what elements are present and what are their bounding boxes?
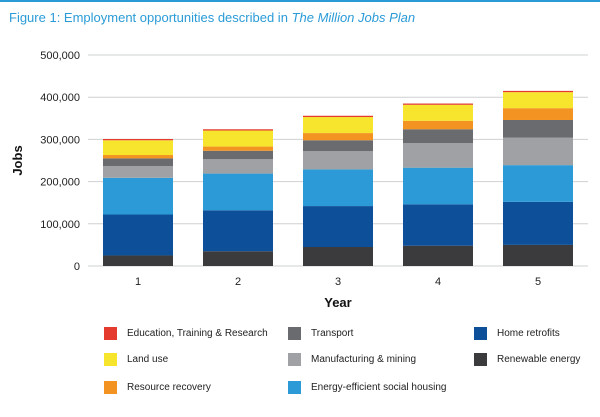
y-tick-label: 500,000 <box>40 50 80 62</box>
bar-segment-transport <box>303 140 373 152</box>
bar-segment-home-retrofits <box>503 201 573 245</box>
bar-segment-land-use <box>503 92 573 109</box>
bar-segment-land-use <box>303 117 373 134</box>
figure-title-italic: The Million Jobs Plan <box>291 10 416 25</box>
y-tick-label: 0 <box>74 261 80 273</box>
bar-segment-energy-efficient-social-housing <box>403 167 473 205</box>
bar-segment-transport <box>203 150 273 160</box>
bar-segment-transport <box>403 129 473 144</box>
y-tick-label: 300,000 <box>40 134 80 146</box>
bar-segment-home-retrofits <box>203 210 273 252</box>
x-tick-label: 3 <box>335 276 341 288</box>
bar-segment-resource-recovery <box>103 155 173 159</box>
bar-segment-resource-recovery <box>403 120 473 130</box>
bar-segment-energy-efficient-social-housing <box>103 177 173 215</box>
bar-segment-energy-efficient-social-housing <box>303 169 373 207</box>
bar-segment-resource-recovery <box>303 133 373 141</box>
bar-segment-renewable-energy <box>503 244 573 266</box>
bar-segment-resource-recovery <box>503 108 573 120</box>
bar-segment-home-retrofits <box>403 204 473 246</box>
bar-segment-home-retrofits <box>103 214 173 256</box>
bar-segment-manufacturing-mining <box>203 159 273 174</box>
y-tick-label: 100,000 <box>40 219 80 231</box>
x-tick-label: 2 <box>235 276 241 288</box>
bar-segment-transport <box>103 158 173 166</box>
bar-segment-education-training-research <box>103 138 173 141</box>
bar-segment-manufacturing-mining <box>503 137 573 166</box>
bar-segment-resource-recovery <box>203 146 273 151</box>
x-axis-title: Year <box>324 295 351 310</box>
bar-segment-renewable-energy <box>103 255 173 266</box>
y-tick-label: 200,000 <box>40 177 80 189</box>
bar-segment-transport <box>503 119 573 138</box>
bar-segment-manufacturing-mining <box>103 165 173 178</box>
y-axis-title: Jobs <box>10 145 25 175</box>
bar-segment-renewable-energy <box>403 245 473 266</box>
bar-segment-home-retrofits <box>303 206 373 248</box>
bar-segment-education-training-research <box>303 115 373 118</box>
bar-segment-education-training-research <box>203 129 273 131</box>
y-tick-label: 400,000 <box>40 92 80 104</box>
bar-segment-land-use <box>403 104 473 121</box>
bar-segment-manufacturing-mining <box>403 143 473 168</box>
bar-segment-energy-efficient-social-housing <box>503 165 573 202</box>
bar-segment-energy-efficient-social-housing <box>203 173 273 211</box>
bar-segment-education-training-research <box>403 103 473 105</box>
bar-segment-manufacturing-mining <box>303 151 373 170</box>
x-tick-label: 1 <box>135 276 141 288</box>
x-tick-label: 5 <box>535 276 541 288</box>
top-rule <box>0 0 600 2</box>
figure-title: Figure 1: Employment opportunities descr… <box>9 10 415 25</box>
x-tick-label: 4 <box>435 276 441 288</box>
figure-title-prefix: Figure 1: Employment opportunities descr… <box>9 10 288 25</box>
bar-segment-education-training-research <box>503 90 573 93</box>
bar-segment-land-use <box>203 130 273 147</box>
bar-segment-renewable-energy <box>303 247 373 266</box>
bar-segment-land-use <box>103 140 173 156</box>
bar-segment-renewable-energy <box>203 251 273 266</box>
